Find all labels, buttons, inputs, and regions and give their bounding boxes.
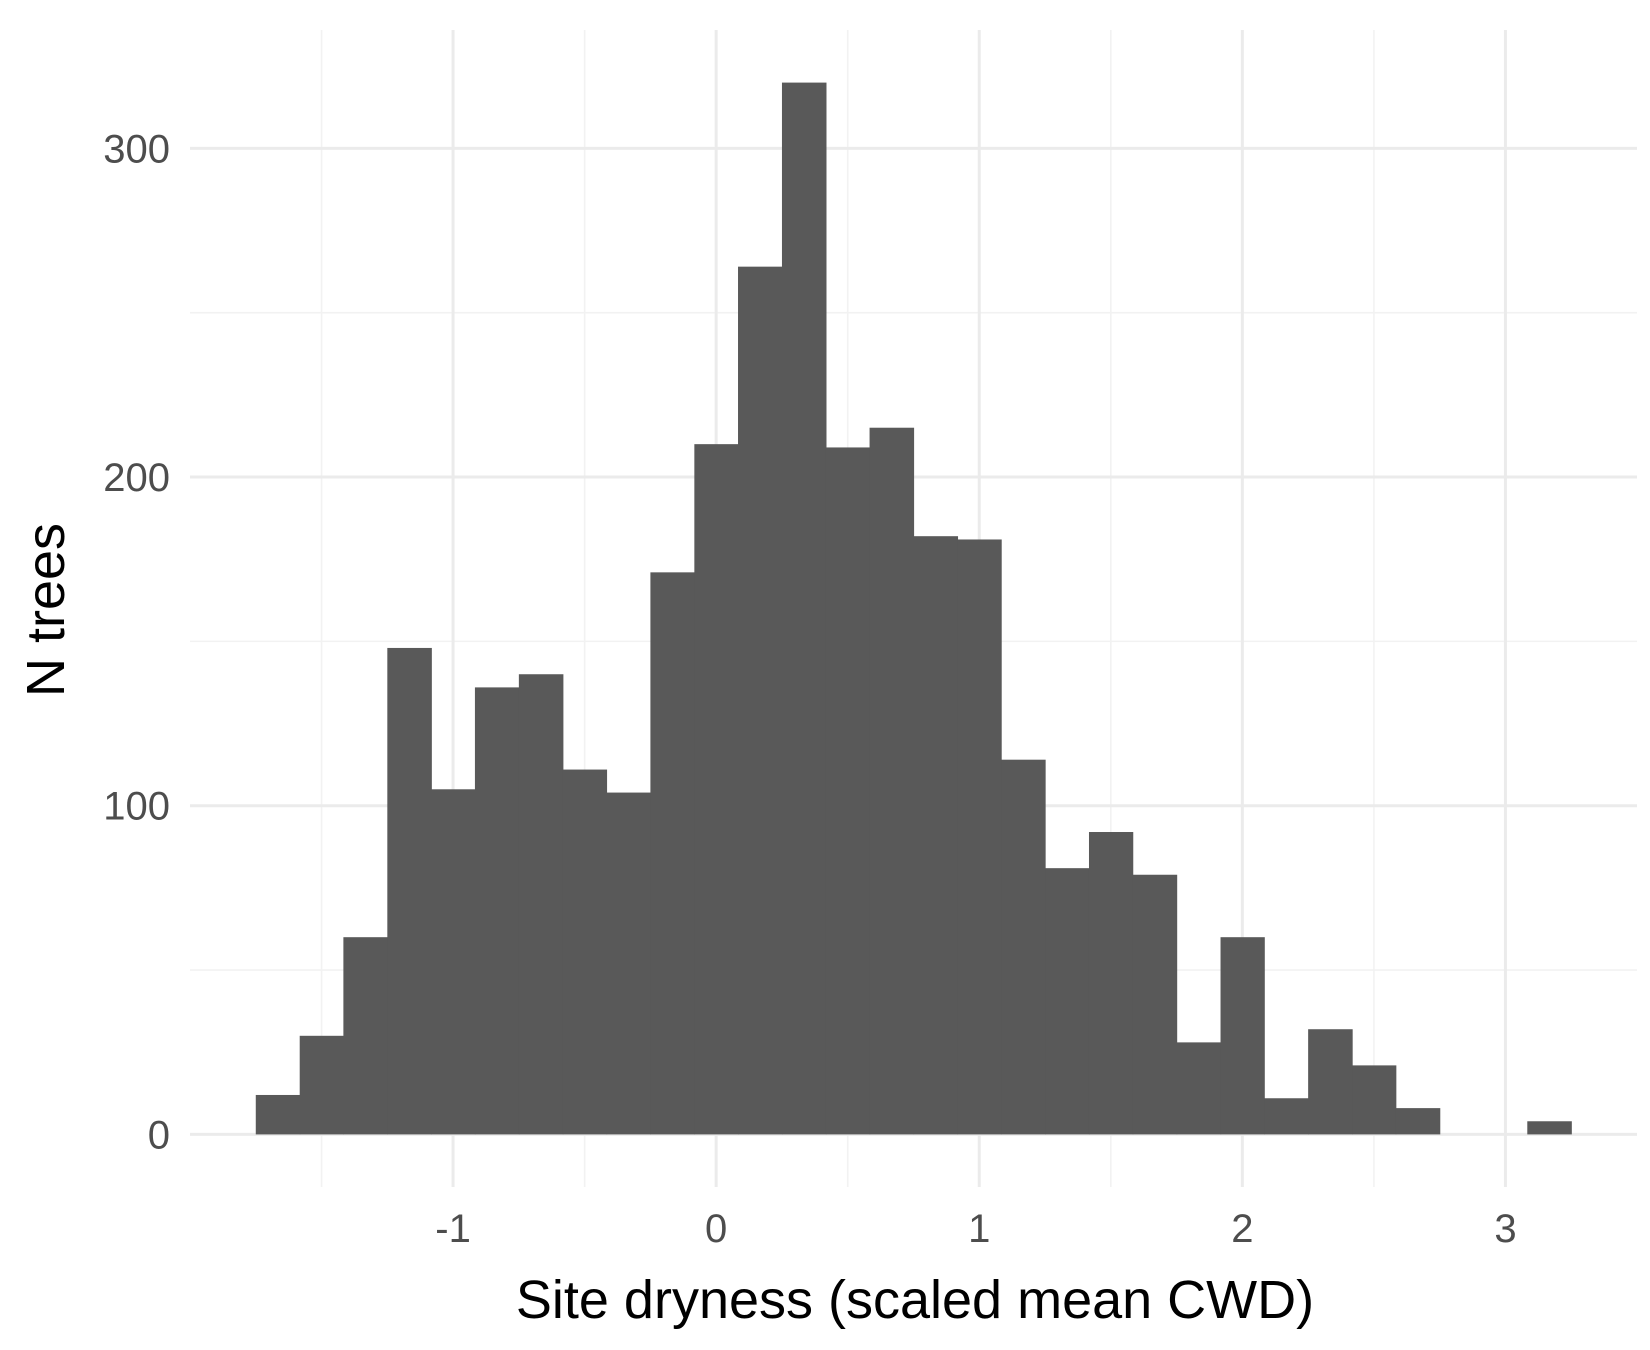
y-tick-label: 200 — [103, 456, 170, 500]
histogram-bar — [474, 687, 520, 1135]
y-axis-title: N trees — [16, 523, 76, 697]
histogram-bar — [1527, 1121, 1572, 1135]
histogram-bars — [255, 82, 1572, 1135]
x-axis-title: Site dryness (scaled mean CWD) — [516, 1270, 1314, 1330]
histogram-bar — [1352, 1065, 1397, 1135]
histogram-bar — [255, 1094, 301, 1135]
histogram-bar — [343, 937, 388, 1135]
histogram-bar — [1045, 868, 1090, 1135]
histogram-bar — [431, 789, 476, 1135]
histogram-bar — [650, 572, 695, 1135]
histogram-bar — [387, 647, 432, 1135]
histogram-bar — [299, 1035, 344, 1135]
histogram-bar — [694, 444, 739, 1135]
histogram-bar — [957, 539, 1002, 1135]
y-tick-label: 100 — [103, 785, 170, 829]
histogram-bar — [825, 447, 871, 1135]
histogram-bar — [1264, 1098, 1309, 1135]
histogram-bar — [869, 427, 915, 1135]
y-tick-label: 0 — [148, 1113, 170, 1157]
histogram-bar — [518, 674, 564, 1135]
histogram-bar — [1001, 759, 1046, 1135]
x-tick-label: 3 — [1494, 1207, 1516, 1251]
x-tick-label: 0 — [705, 1207, 727, 1251]
x-tick-label: 1 — [968, 1207, 990, 1251]
histogram-bar — [1220, 937, 1265, 1135]
histogram-bar — [562, 769, 608, 1135]
histogram-bar — [606, 792, 652, 1135]
histogram-bar — [1088, 832, 1134, 1135]
histogram-bar — [1308, 1029, 1353, 1135]
x-axis-ticks: -1 0 1 2 3 — [435, 1207, 1516, 1251]
histogram-bar — [781, 82, 827, 1135]
histogram-bar — [913, 536, 959, 1135]
y-axis-ticks: 0 100 200 300 — [103, 127, 170, 1157]
histogram-bar — [738, 266, 783, 1135]
y-tick-label: 300 — [103, 127, 170, 171]
histogram-bar — [1132, 874, 1178, 1135]
x-tick-label: -1 — [435, 1207, 471, 1251]
histogram-bar — [1176, 1042, 1222, 1135]
histogram-bar — [1395, 1108, 1441, 1135]
x-tick-label: 2 — [1231, 1207, 1253, 1251]
